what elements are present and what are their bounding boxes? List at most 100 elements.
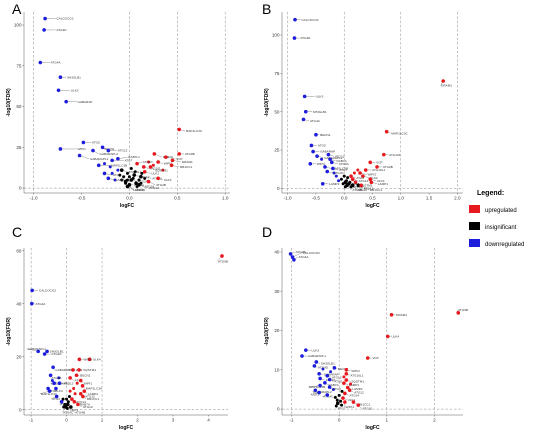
gene-point	[30, 301, 34, 306]
gene-label: ULK4	[391, 335, 399, 339]
gene-label: ULK2	[370, 176, 378, 180]
gene-label: LAMP2	[329, 182, 339, 186]
gene-point	[169, 163, 174, 168]
legend-label-insignificant: insignificant	[485, 225, 517, 231]
gene-label: MAP1LC3B	[111, 163, 127, 167]
gene-label: ATG13	[118, 149, 128, 153]
y-tick-label: 30	[274, 289, 280, 294]
data-point	[66, 400, 70, 404]
data-point	[129, 167, 133, 171]
gene-label: ATG13	[332, 375, 342, 379]
gene-point	[358, 171, 362, 175]
gene-label: ATG5	[74, 379, 82, 383]
gene-point	[57, 381, 62, 385]
data-point	[151, 163, 155, 167]
gene-label: ATG10	[83, 405, 93, 409]
gene-point	[127, 183, 132, 187]
x-tick-label: -1.0	[284, 196, 292, 201]
data-point	[161, 168, 165, 172]
data-point	[340, 389, 344, 393]
gene-point	[65, 402, 70, 407]
gene-point	[78, 391, 83, 396]
gene-label: LAMP1	[349, 383, 359, 387]
gene-point	[80, 384, 85, 388]
gene-label: ATG10	[362, 406, 372, 410]
gene-label: ATG12	[354, 390, 364, 394]
gene-point	[325, 169, 330, 174]
gene-label: GABARAPL2	[313, 390, 332, 394]
gene-point	[359, 183, 363, 188]
x-tick-label: 0	[338, 418, 341, 423]
x-tick-label: 1.0	[222, 196, 229, 201]
data-point	[332, 171, 336, 175]
gene-point	[48, 373, 53, 378]
gene-point	[82, 389, 87, 393]
gene-label: ATG13	[64, 381, 74, 385]
y-tick-label: 25	[274, 148, 280, 153]
gene-label: ATG101	[389, 153, 401, 157]
gene-label: ATG4A	[35, 302, 46, 306]
gene-point	[64, 405, 68, 409]
x-axis-title: logFC	[120, 203, 135, 209]
gene-point	[47, 389, 52, 393]
gene-label: ATG7	[49, 389, 57, 393]
gene-point	[318, 383, 322, 388]
gene-point	[91, 148, 95, 153]
gene-label: ATG4C	[63, 410, 74, 414]
gene-point	[343, 391, 347, 396]
gene-label: SQSTM1	[83, 368, 96, 372]
gene-label: LAMP2	[352, 387, 362, 391]
legend: Legend: upregulated insignificant downre…	[469, 190, 524, 248]
gene-label: ATG16L1	[350, 373, 363, 377]
x-tick-label: 0.0	[341, 196, 348, 201]
gene-point	[43, 16, 47, 21]
data-point	[346, 176, 350, 180]
data-point	[125, 171, 129, 175]
gene-label: ATG7	[338, 406, 346, 410]
gene-point	[30, 288, 34, 293]
gene-point	[311, 149, 315, 154]
gene-point	[302, 94, 307, 99]
gene-label: GABARAPL2	[100, 152, 119, 156]
gene-point	[368, 177, 373, 181]
gene-point	[137, 183, 141, 187]
gene-label: GABARAP	[55, 368, 70, 372]
data-point	[73, 392, 77, 396]
gene-label: ULK2	[142, 175, 150, 179]
gene-label: GABARAPL1	[28, 347, 47, 351]
x-tick-label: 4	[207, 418, 210, 423]
gene-point	[332, 366, 337, 370]
y-tick-label: 40	[274, 250, 280, 255]
gene-point	[363, 168, 368, 172]
y-tick-label: 100	[14, 23, 22, 28]
legend-item-downregulated: downregulated	[469, 239, 524, 248]
gene-point	[156, 176, 160, 181]
gene-label: RAB7A	[337, 159, 348, 163]
panel-d: D-1 0 1 2010203040logFC-log10(FDR)ATG2BCALC…	[262, 224, 468, 431]
gene-label: CALCOCO2	[301, 18, 318, 22]
gene-label: ATG16L1	[128, 170, 141, 174]
y-tick-label: 10	[274, 367, 280, 372]
gene-point	[317, 371, 321, 376]
gene-point	[375, 165, 379, 169]
gene-label: WIPI2	[83, 357, 92, 361]
panel-label: A	[12, 1, 22, 17]
gene-point	[141, 165, 146, 169]
data-point	[133, 170, 137, 174]
gene-label: SQSTM1	[155, 168, 168, 172]
gene-label: MAP1LC3B	[309, 385, 325, 389]
panel-b: B -1.0 -0.5 0.0 0.5 1.0 1.5 2.0 0 25 50 75 100 logFC -…	[262, 1, 463, 209]
gene-label: LAMP1	[378, 182, 388, 186]
y-tick-label: 75	[274, 71, 280, 76]
gene-point	[309, 143, 314, 148]
data-point	[102, 162, 106, 166]
data-point	[333, 395, 337, 399]
gene-label: WIPI2	[164, 162, 173, 166]
gene-point	[58, 75, 63, 80]
gene-label: ATG4B	[352, 188, 362, 192]
y-tick-label: 20	[16, 354, 22, 359]
gene-point	[139, 174, 143, 179]
gene-point	[288, 252, 293, 256]
gene-label: ATG2A	[138, 180, 149, 184]
